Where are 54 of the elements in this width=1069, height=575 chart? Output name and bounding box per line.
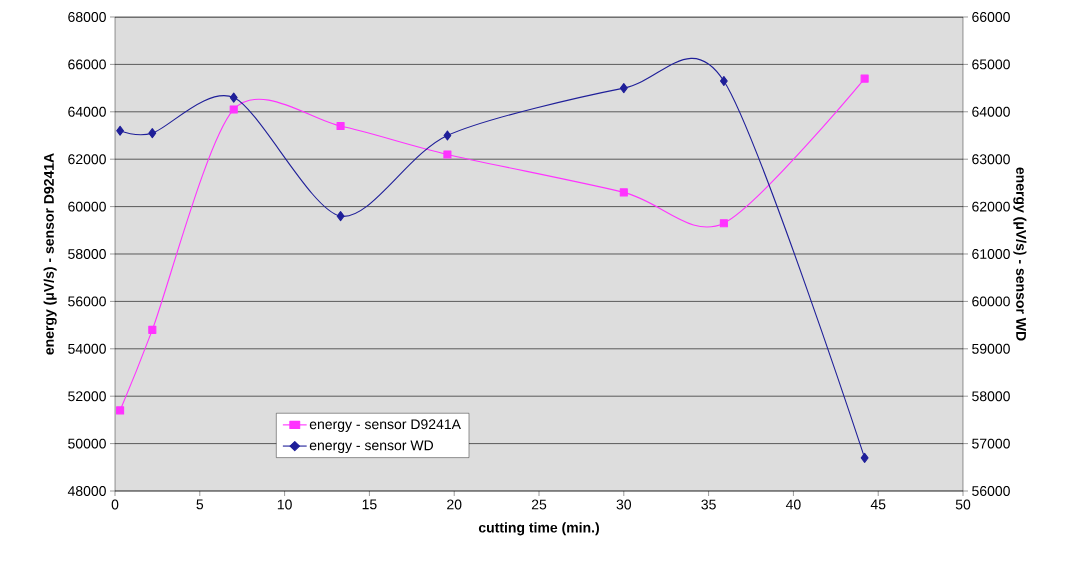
point [719, 75, 728, 87]
y-tick-label: 60000 [68, 201, 106, 212]
y-tick-label: 50000 [68, 438, 106, 449]
y2-tick-label: 59000 [972, 343, 1010, 354]
x-tick-label: 50 [955, 499, 971, 510]
y2-tick-label: 65000 [972, 59, 1010, 70]
x-tick-label: 40 [785, 499, 801, 510]
point [619, 83, 628, 94]
point [336, 121, 345, 131]
y2-tick-label: 58000 [972, 391, 1010, 402]
y-tick-label: 58000 [68, 249, 106, 259]
x-tick-label: 30 [616, 499, 632, 510]
y2-tick-label: 66000 [972, 12, 1010, 22]
x-tick-label: 45 [870, 499, 886, 510]
y2-tick-label: 60000 [972, 296, 1010, 307]
x-axis-title: cutting time (min.) [478, 522, 599, 536]
y2-tick-label: 56000 [972, 486, 1010, 496]
y2-tick-label: 63000 [972, 154, 1010, 165]
point [229, 105, 238, 114]
x-tick-label: 35 [701, 499, 716, 510]
point [116, 406, 125, 415]
y-tick-label: 48000 [67, 486, 106, 496]
y2-tick-label: 64000 [972, 106, 1010, 117]
y-tick-label: 56000 [68, 296, 106, 307]
x-tick-label: 20 [447, 499, 462, 510]
x-tick-label: 15 [362, 499, 377, 510]
point [860, 74, 869, 83]
legend-label: energy - sensor D9241A [309, 419, 461, 432]
y2-tick-label: 61000 [972, 249, 1010, 259]
y-tick-label: 54000 [68, 343, 106, 354]
y2-axis-title: energy (μV/s) - sensor WD [1013, 167, 1027, 341]
y-tick-label: 64000 [68, 106, 106, 117]
y-tick-label: 62000 [68, 154, 106, 165]
x-tick-label: 10 [277, 499, 292, 510]
legend-label: energy - sensor WD [309, 440, 434, 454]
y2-tick-label: 57000 [972, 438, 1010, 449]
x-tick-label: 25 [531, 499, 547, 510]
point [860, 452, 869, 463]
y-tick-label: 68000 [68, 12, 106, 22]
x-tick-label: 5 [196, 499, 204, 510]
y-tick-label: 52000 [68, 391, 106, 402]
point [619, 188, 628, 197]
point [148, 128, 157, 139]
point [443, 130, 452, 141]
point [719, 219, 728, 228]
y2-tick-label: 62000 [972, 201, 1010, 212]
point [148, 325, 157, 334]
point [116, 125, 125, 136]
point [229, 92, 238, 103]
point [336, 211, 345, 222]
y-tick-label: 66000 [68, 59, 106, 70]
point [443, 150, 452, 159]
y-axis-title: energy (μV/s) - sensor D9241A [43, 153, 57, 355]
x-tick-label: 0 [111, 499, 119, 510]
